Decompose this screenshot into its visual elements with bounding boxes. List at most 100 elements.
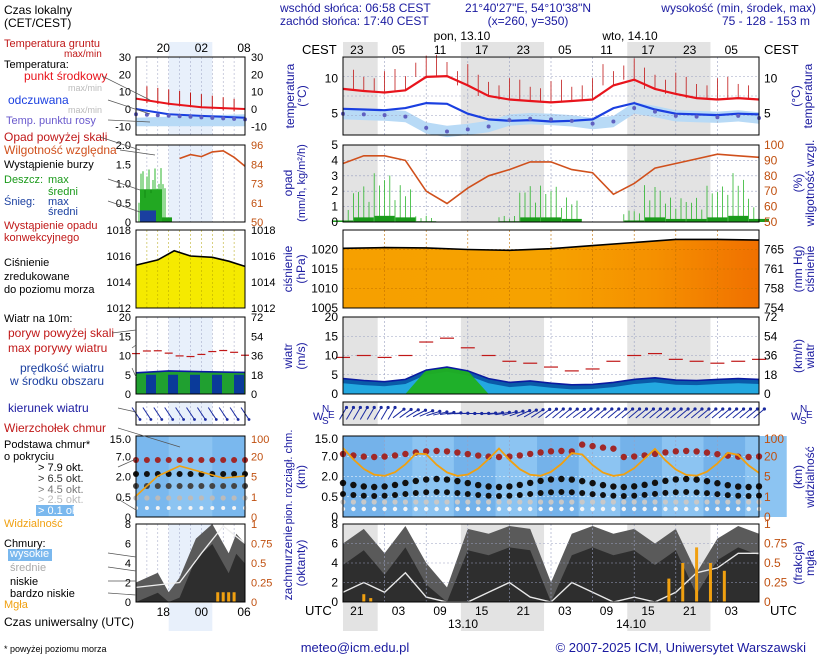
legend-text: średni — [48, 206, 78, 218]
cloud-base-point — [569, 506, 574, 512]
sunrise-text: wschód słońca: 06:58 CEST — [279, 1, 431, 15]
cloud-base-point — [590, 506, 595, 512]
legend-text: Śnieg: — [4, 195, 35, 208]
wind-arrow — [593, 408, 606, 419]
utc-tick: 03 — [725, 604, 739, 618]
temp-series-line — [342, 74, 760, 104]
legend-precip-tick: 0.5 — [116, 198, 131, 210]
wind-arrow-head — [624, 407, 628, 411]
cloud-base-point — [590, 499, 596, 505]
legend-text: max — [48, 196, 69, 208]
wind-arrow-head — [679, 407, 683, 411]
legend-text: konwekcyjnego — [4, 232, 79, 244]
cloud-base-point — [568, 476, 575, 483]
humidity-tick: 90 — [764, 153, 778, 167]
cloud-base-point — [423, 499, 429, 505]
legend-text: max/min — [68, 83, 102, 93]
cloudbase-axis-unit: (km) — [294, 465, 308, 489]
cloud-base-point — [714, 499, 721, 505]
legend-utc-tick: 00 — [195, 605, 209, 619]
wind-arrow-head — [548, 407, 552, 411]
dewpoint-point — [486, 124, 491, 129]
legend-text: o pokryciu — [4, 451, 54, 463]
wind-arrow — [739, 408, 751, 419]
fog-tick: 0.25 — [764, 576, 788, 590]
utc-tick: 15 — [475, 604, 489, 618]
wind-arrow — [530, 409, 544, 418]
wind-arrow-head — [610, 407, 614, 411]
cloud-base-point — [391, 481, 399, 489]
cloud-base-point — [517, 499, 523, 505]
legend-text: Wystąpienie opadu — [4, 220, 97, 232]
cloud-base-point — [589, 479, 596, 487]
compass-n: N — [322, 404, 329, 415]
cloud-top-point — [454, 449, 461, 456]
cloud-base-point — [746, 506, 751, 512]
legend-pressure-tick: 1016 — [251, 251, 275, 263]
cloud-base-point — [475, 481, 482, 489]
legend-visibility-tick: 5 — [251, 472, 257, 484]
cloud-base-point — [599, 481, 607, 489]
utc-tick: 03 — [558, 604, 572, 618]
cloud-base-point — [559, 506, 564, 512]
legend-wind-tick: 36 — [251, 351, 263, 363]
cloud-base-point — [371, 492, 378, 499]
legend-text: Deszcz: — [4, 174, 43, 186]
wind-arrow — [352, 407, 361, 420]
cloud-base-point — [683, 489, 690, 496]
cloud-base-point — [527, 499, 533, 505]
cloud-base-point — [725, 506, 730, 512]
legend-text: odczuwana — [8, 93, 69, 107]
cloud-base-point — [568, 489, 575, 496]
cloud-base-point — [621, 499, 627, 505]
cloud-top-point — [745, 453, 752, 461]
legend-text: kierunek wiatru — [8, 401, 89, 415]
legend-text: punkt środkowy — [24, 69, 107, 83]
legend-text: > 2.5 okt. — [38, 494, 84, 506]
cloud-base-point — [527, 479, 534, 487]
rain-mean-bar — [561, 218, 582, 222]
dewpoint-point — [445, 129, 449, 134]
cloud-verylow-area — [343, 547, 759, 602]
legend-precip-tick: 0 — [125, 217, 131, 229]
altitude-values: 75 - 128 - 153 m — [722, 14, 810, 28]
wind-arrow-head — [644, 407, 649, 411]
cloud-base-point — [694, 499, 700, 505]
cloud-base-point — [735, 499, 741, 505]
wind-axis-unit: (m/s) — [294, 342, 308, 369]
cloud-base-point — [506, 483, 513, 490]
dewpoint-point — [382, 113, 387, 118]
wind-kmh-tick: 72 — [764, 310, 778, 324]
legend-utc-tick: 06 — [237, 605, 251, 619]
cloud-base-point — [683, 499, 689, 505]
temp-axis-label: temperatura — [283, 63, 297, 128]
legend-cover-tick: 6 — [125, 539, 131, 551]
legend-pressure-tick: 1014 — [107, 277, 131, 289]
visibility-line — [342, 447, 760, 477]
cloud-base-point — [683, 475, 690, 483]
cloud-top-point — [391, 452, 399, 459]
legend-wind-tick: 54 — [251, 331, 263, 343]
cloud-top-point — [703, 449, 711, 456]
wind-arrow-head — [393, 405, 397, 410]
cest-tick: 23 — [683, 43, 697, 57]
rain-mean-bar — [353, 217, 374, 222]
legend-humidity-line — [179, 149, 246, 167]
legend-text: Wierzchołek chmur — [4, 421, 106, 435]
cloud-base-point — [672, 476, 679, 483]
legend-text: Mgła — [4, 599, 29, 611]
cloud-base-point — [600, 492, 606, 499]
wind-arrow-head — [582, 407, 586, 411]
cloud-base-point — [694, 506, 699, 512]
wind-arrow-head — [568, 407, 572, 411]
legend-humidity-tick: 61 — [251, 198, 263, 210]
fog-bar — [695, 547, 699, 602]
wind-arrow — [586, 408, 599, 419]
wind-arrow — [614, 408, 627, 419]
legend-text: Wilgotność względna — [4, 143, 117, 157]
cloud-top-point — [537, 449, 544, 456]
wind-arrow-head — [617, 407, 621, 411]
wind-arrow-head — [365, 405, 369, 410]
cloud-base-point — [464, 479, 471, 487]
cloud-base-point — [548, 489, 554, 496]
